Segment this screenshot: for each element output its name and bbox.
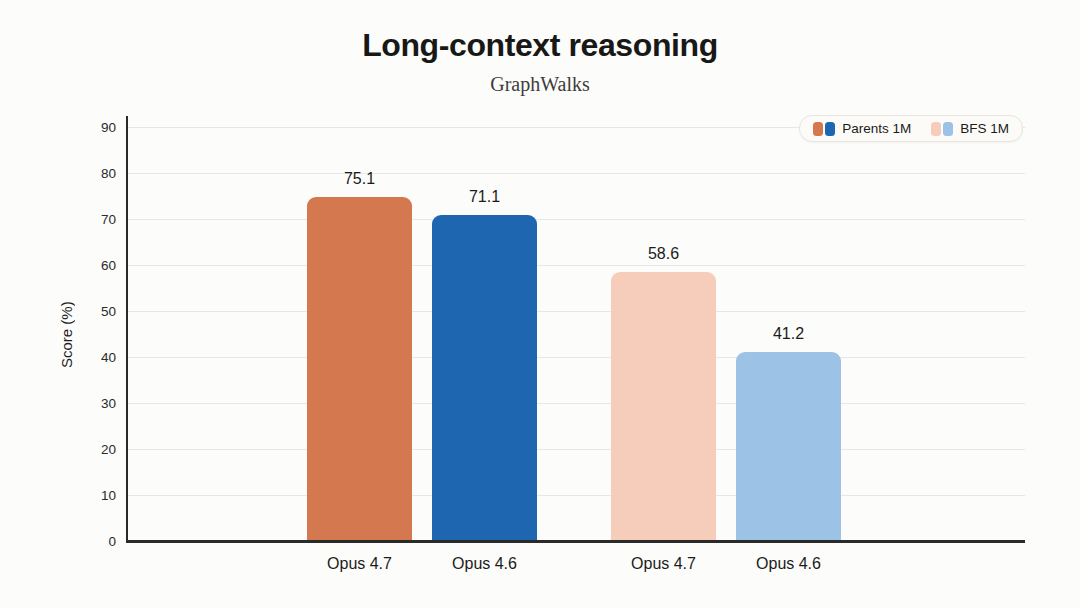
legend-swatch <box>931 122 941 136</box>
legend-swatch <box>825 122 835 136</box>
legend-entry-bfs-1m: BFS 1M <box>931 121 1009 136</box>
legend-swatches <box>813 122 835 136</box>
y-tick-label-70: 70 <box>101 212 116 228</box>
y-tick-label-30: 30 <box>101 396 116 412</box>
bar-parents-1m-opus-4-7 <box>307 197 412 542</box>
y-axis-spine <box>126 116 128 542</box>
gridline-10 <box>128 495 1025 496</box>
chart-canvas: Long-context reasoning GraphWalks Score … <box>0 0 1080 608</box>
y-tick-label-0: 0 <box>108 534 116 550</box>
x-axis-spine <box>126 540 1025 543</box>
x-tick-label-1: Opus 4.6 <box>452 555 517 573</box>
gridline-80 <box>128 173 1025 174</box>
bar-bfs-1m-opus-4-7 <box>611 272 716 542</box>
gridline-20 <box>128 449 1025 450</box>
legend-swatches <box>931 122 953 136</box>
y-tick-label-80: 80 <box>101 166 116 182</box>
y-tick-label-60: 60 <box>101 258 116 274</box>
gridline-60 <box>128 265 1025 266</box>
legend: Parents 1M BFS 1M <box>799 115 1023 142</box>
legend-entry-parents-1m: Parents 1M <box>813 121 911 136</box>
x-tick-label-0: Opus 4.7 <box>327 555 392 573</box>
gridline-40 <box>128 357 1025 358</box>
x-tick-label-3: Opus 4.6 <box>756 555 821 573</box>
y-tick-label-10: 10 <box>101 488 116 504</box>
gridline-30 <box>128 403 1025 404</box>
x-tick-label-2: Opus 4.7 <box>631 555 696 573</box>
y-tick-label-40: 40 <box>101 350 116 366</box>
legend-label: Parents 1M <box>842 121 911 136</box>
legend-label: BFS 1M <box>960 121 1009 136</box>
legend-swatch <box>943 122 953 136</box>
y-tick-label-20: 20 <box>101 442 116 458</box>
y-tick-label-50: 50 <box>101 304 116 320</box>
bar-parents-1m-opus-4-6 <box>432 215 537 542</box>
chart-title: Long-context reasoning <box>0 27 1080 64</box>
value-label-parents-1m-opus-4-6: 71.1 <box>469 188 500 206</box>
bar-bfs-1m-opus-4-6 <box>736 352 841 542</box>
gridline-70 <box>128 219 1025 220</box>
chart-subtitle: GraphWalks <box>0 73 1080 96</box>
y-axis-title: Score (%) <box>56 128 76 542</box>
value-label-bfs-1m-opus-4-6: 41.2 <box>773 325 804 343</box>
y-tick-label-90: 90 <box>101 120 116 136</box>
legend-swatch <box>813 122 823 136</box>
plot-area: Score (%) Parents 1MBFS 1M 0102030405060… <box>128 128 1025 542</box>
value-label-parents-1m-opus-4-7: 75.1 <box>344 170 375 188</box>
gridline-50 <box>128 311 1025 312</box>
value-label-bfs-1m-opus-4-7: 58.6 <box>648 245 679 263</box>
